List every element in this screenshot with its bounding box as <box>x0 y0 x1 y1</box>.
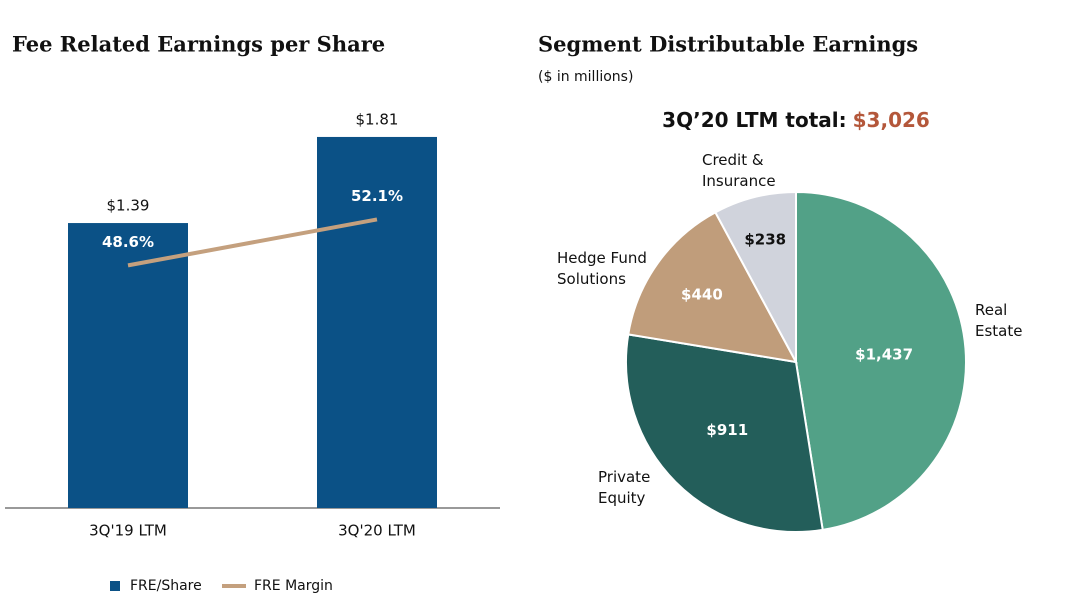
pie-slice <box>714 190 797 363</box>
total-value: $3,026 <box>853 108 930 132</box>
legend-swatch <box>110 581 120 591</box>
data-label: 48.6% <box>102 233 154 251</box>
data-label: $1.81 <box>356 110 399 128</box>
pie-slice <box>795 190 967 532</box>
data-label: $1.39 <box>107 197 150 215</box>
category-label: Credit & Insurance <box>702 151 776 190</box>
data-label: $238 <box>744 231 786 249</box>
bar <box>68 223 188 509</box>
legend-label: FRE Margin <box>254 578 333 594</box>
chart-subtitle: ($ in millions) <box>538 69 633 85</box>
chart-title: Fee Related Earnings per Share <box>12 32 385 57</box>
x-tick-label: 3Q'20 LTM <box>338 522 416 540</box>
pie-slice <box>627 210 798 364</box>
category-label: Private Equity <box>598 468 651 507</box>
data-label: $1,437 <box>855 346 913 364</box>
chart-title: Segment Distributable Earnings <box>538 32 918 57</box>
data-label: $911 <box>706 421 748 439</box>
category-label: Hedge Fund Solutions <box>557 249 647 288</box>
legend-label: FRE/Share <box>130 578 202 594</box>
line <box>127 217 378 268</box>
category-label: Real Estate <box>975 301 1023 340</box>
data-label: 52.1% <box>351 187 403 205</box>
pie-slice <box>625 333 824 533</box>
data-label: $440 <box>681 285 723 303</box>
total-label: 3Q’20 LTM total: <box>662 108 846 132</box>
bar <box>317 136 437 508</box>
total: 3Q’20 LTM total: $3,026 <box>662 108 930 132</box>
x-tick-label: 3Q'19 LTM <box>89 522 167 540</box>
